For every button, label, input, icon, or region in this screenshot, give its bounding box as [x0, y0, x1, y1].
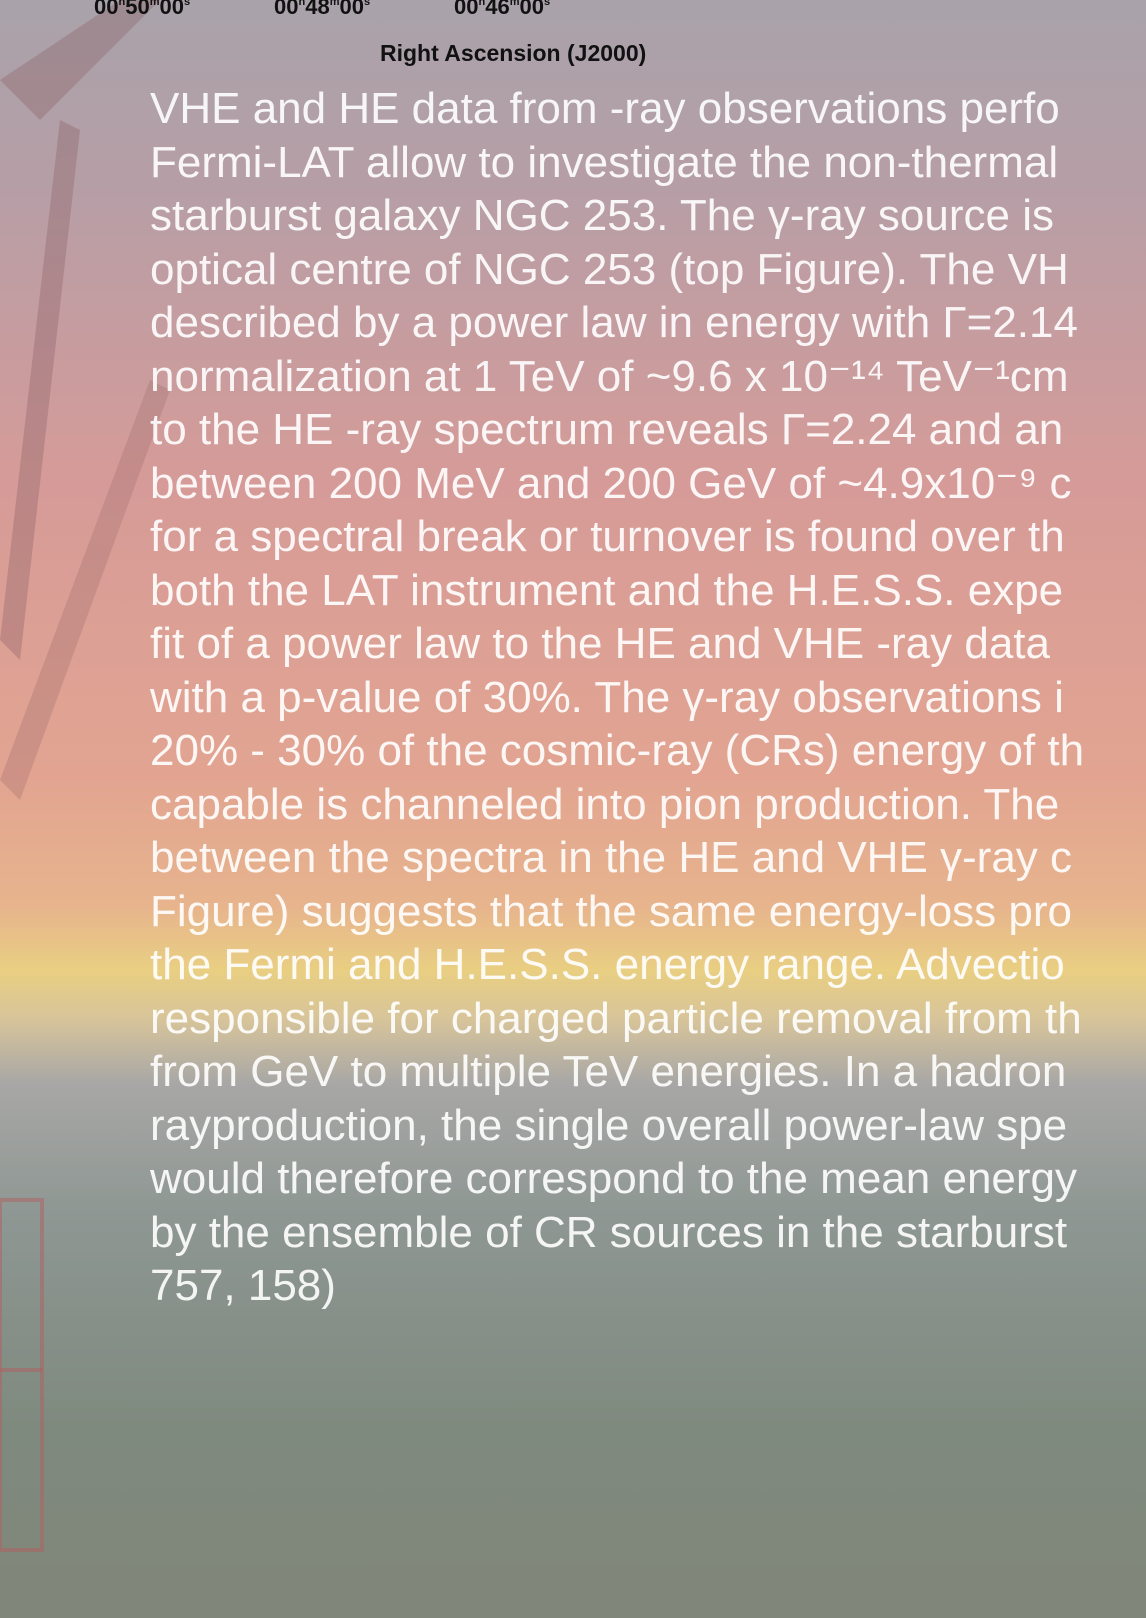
text-line: both the LAT instrument and the H.E.S.S.…	[150, 565, 1064, 615]
tick-part: h	[118, 0, 126, 8]
paragraph: VHE and HE data from -ray observations p…	[150, 82, 1084, 1313]
tick-part: 00	[339, 0, 364, 19]
axis-title: Right Ascension (J2000)	[380, 40, 647, 66]
tick-label: 00h46m00s	[454, 0, 550, 20]
tick-part: h	[478, 0, 486, 8]
tick-part: 00	[454, 0, 479, 19]
tick-part: 48	[305, 0, 330, 19]
tick-part: 46	[485, 0, 510, 19]
text-line: for a spectral break or turnover is foun…	[150, 512, 1065, 561]
text-line: with a p-value of 30%. The γ-ray observa…	[150, 672, 1064, 722]
tick-part: 00	[94, 0, 119, 19]
text-line: Fermi-LAT allow to investigate the non-t…	[150, 137, 1059, 187]
text-line: optical centre of NGC 253 (top Figure). …	[150, 244, 1069, 294]
text-line: VHE and HE data from -ray observations p…	[150, 84, 1060, 133]
tick-part: 00	[274, 0, 299, 19]
text-line: rayproduction, the single overall power-…	[150, 1100, 1068, 1150]
text-line: from GeV to multiple TeV energies. In a …	[150, 1047, 1067, 1096]
text-line: described by a power law in energy with …	[150, 298, 1078, 347]
tick-part: m	[149, 0, 160, 8]
text-line: Figure) suggests that the same energy-lo…	[150, 886, 1073, 936]
text-line: responsible for charged particle removal…	[150, 993, 1082, 1043]
tick-part: s	[183, 0, 191, 8]
tick-label: 00h50m00s	[94, 0, 190, 20]
tick-part: s	[543, 0, 551, 8]
tick-part: 00	[519, 0, 544, 19]
text-line: the Fermi and H.E.S.S. energy range. Adv…	[150, 940, 1065, 989]
tick-part: s	[363, 0, 371, 8]
tick-part: m	[329, 0, 340, 8]
text-line: capable is channeled into pion productio…	[150, 779, 1060, 829]
tick-label: 00h48m00s	[274, 0, 370, 20]
text-line: fit of a power law to the HE and VHE -ra…	[150, 619, 1051, 668]
text-line: by the ensemble of CR sources in the sta…	[150, 1207, 1068, 1257]
tick-part: 00	[159, 0, 184, 19]
text-line: between the spectra in the HE and VHE γ-…	[150, 833, 1073, 882]
text-line: normalization at 1 TeV of ~9.6 x 10⁻¹⁴ T…	[150, 351, 1069, 401]
text-line: would therefore correspond to the mean e…	[150, 1154, 1078, 1203]
tick-part: h	[298, 0, 306, 8]
text-line: to the HE -ray spectrum reveals Γ=2.24 a…	[150, 405, 1064, 454]
text-line: 757, 158)	[150, 1261, 336, 1310]
text-line: 20% - 30% of the cosmic-ray (CRs) energy…	[150, 726, 1085, 775]
tick-part: 50	[125, 0, 150, 19]
text-line: starburst galaxy NGC 253. The γ-ray sour…	[150, 191, 1054, 240]
text-line: between 200 MeV and 200 GeV of ~4.9x10⁻⁹…	[150, 458, 1072, 508]
tick-part: m	[509, 0, 520, 8]
